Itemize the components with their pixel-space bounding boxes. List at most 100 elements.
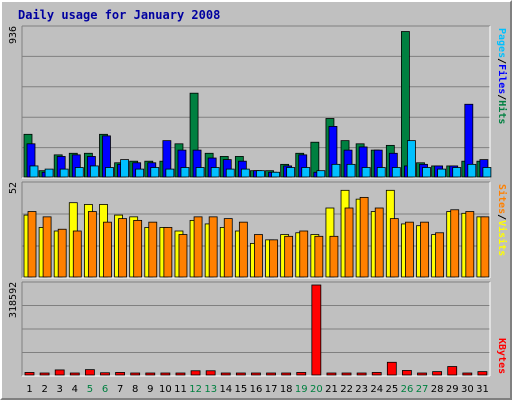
- x-tick-label-day-24: 24: [370, 384, 383, 395]
- pages-bar-day-12: [195, 167, 205, 178]
- kbytes-bar-day-3: [54, 369, 65, 376]
- kbytes-bar-day-4: [69, 372, 80, 376]
- x-tick-label-day-20: 20: [310, 384, 323, 395]
- kbytes-bar-day-18: [281, 372, 292, 376]
- pages-bar-day-24: [376, 167, 386, 178]
- sites-bar-day-8: [133, 219, 143, 278]
- pages-bar-day-7: [120, 159, 129, 178]
- kbytes-bar-day-22: [341, 372, 352, 376]
- sites-bar-day-21: [329, 235, 339, 278]
- pages-bar-day-29: [452, 167, 462, 178]
- x-tick-label-day-28: 28: [431, 384, 444, 395]
- sites-bar-day-6: [103, 221, 112, 278]
- pages-bar-day-31: [482, 167, 492, 178]
- x-tick-label-day-22: 22: [340, 384, 353, 395]
- kbytes-bar-day-29: [447, 366, 458, 376]
- pages-bar-day-14: [225, 168, 235, 178]
- kbytes-bar-day-10: [160, 372, 171, 376]
- kbytes-bar-day-8: [130, 372, 141, 376]
- sites-bar-day-14: [223, 218, 233, 278]
- chart-title: Daily usage for January 2008: [18, 8, 221, 22]
- kbytes-bar-day-15: [235, 372, 246, 376]
- kbytes-bar-day-28: [432, 371, 443, 376]
- sites-bar-day-18: [284, 235, 294, 278]
- x-tick-label-day-26: 26: [401, 384, 414, 395]
- sites-bar-day-27: [420, 221, 429, 278]
- x-tick-label-day-13: 13: [204, 384, 217, 395]
- sites-bar-day-11: [178, 234, 188, 278]
- kbytes-bar-day-13: [205, 370, 216, 376]
- x-tick-label-day-16: 16: [250, 384, 263, 395]
- x-tick-label-day-2: 2: [41, 384, 47, 395]
- kbytes-bar-day-12: [190, 370, 201, 376]
- x-tick-label-day-4: 4: [72, 384, 78, 395]
- x-tick-label-day-14: 14: [219, 384, 232, 395]
- pages-bar-day-1: [29, 165, 39, 178]
- pages-bar-day-30: [467, 163, 477, 178]
- kbytes-bar-day-7: [115, 372, 125, 376]
- kbytes-bar-day-23: [356, 372, 367, 376]
- pages-bar-day-4: [74, 167, 84, 178]
- pages-bar-day-11: [180, 167, 190, 178]
- sites-bar-day-17: [269, 239, 278, 278]
- x-tick-label-day-30: 30: [461, 384, 474, 395]
- sites-bar-day-20: [314, 235, 324, 278]
- sites-bar-day-13: [208, 216, 218, 278]
- sites-bar-day-30: [465, 211, 475, 278]
- pages-bar-day-8: [135, 168, 145, 178]
- kbytes-bar-day-25: [386, 361, 397, 376]
- x-tick-label-day-5: 5: [87, 384, 93, 395]
- sites-bar-day-10: [163, 227, 173, 278]
- sites-bar-day-16: [254, 234, 263, 278]
- pages-bar-day-9: [150, 167, 160, 178]
- x-tick-label-day-12: 12: [189, 384, 202, 395]
- pages-bar-day-15: [240, 168, 250, 178]
- x-tick-label-day-6: 6: [102, 384, 108, 395]
- pages-bar-day-13: [210, 167, 220, 178]
- sites-bar-day-7: [118, 218, 127, 278]
- sites-bar-day-12: [193, 216, 203, 278]
- x-tick-label-day-25: 25: [386, 384, 399, 395]
- x-tick-label-day-1: 1: [26, 384, 32, 395]
- kbytes-bar-day-27: [417, 372, 427, 376]
- kbytes-bar-day-5: [84, 369, 95, 376]
- pages-bar-day-21: [331, 163, 341, 178]
- kbytes-bar-day-11: [175, 372, 186, 376]
- kbytes-bar-day-19: [296, 372, 307, 376]
- pages-bar-day-25: [391, 167, 401, 178]
- kbytes-bar-day-26: [402, 370, 412, 376]
- sites-bar-day-19: [299, 230, 309, 278]
- kbytes-bar-day-31: [477, 371, 488, 376]
- pages-bar-day-19: [301, 167, 311, 178]
- x-tick-label-day-23: 23: [355, 384, 368, 395]
- kbytes-bar-day-9: [145, 372, 156, 376]
- x-tick-label-day-11: 11: [174, 384, 187, 395]
- kbytes-bar-day-17: [266, 372, 276, 376]
- sites-bar-day-3: [57, 228, 67, 278]
- sites-bar-day-29: [450, 209, 460, 278]
- pages-bar-day-26: [407, 140, 416, 178]
- x-tick-label-day-8: 8: [132, 384, 138, 395]
- kbytes-bar-day-21: [326, 372, 337, 376]
- sites-bar-day-31: [480, 216, 490, 278]
- kbytes-bar-day-6: [100, 372, 110, 376]
- pages-bar-day-5: [89, 165, 99, 178]
- x-tick-label-day-15: 15: [235, 384, 248, 395]
- pages-bar-day-27: [422, 167, 431, 178]
- kbytes-bar-day-24: [371, 372, 382, 376]
- sites-bar-day-15: [238, 221, 248, 278]
- x-tick-label-day-27: 27: [416, 384, 429, 395]
- x-tick-label-day-17: 17: [265, 384, 278, 395]
- x-tick-label-day-18: 18: [280, 384, 293, 395]
- pages-bar-day-22: [346, 163, 356, 178]
- kbytes-bar-day-1: [24, 372, 35, 376]
- kbytes-bar-day-14: [220, 372, 231, 376]
- sites-bar-day-26: [405, 221, 414, 278]
- pages-bar-day-17: [271, 171, 280, 178]
- x-tick-label-day-19: 19: [295, 384, 308, 395]
- x-tick-label-day-10: 10: [159, 384, 172, 395]
- sites-bar-day-23: [359, 196, 369, 278]
- sites-bar-day-25: [389, 218, 399, 278]
- x-tick-label-day-31: 31: [476, 384, 489, 395]
